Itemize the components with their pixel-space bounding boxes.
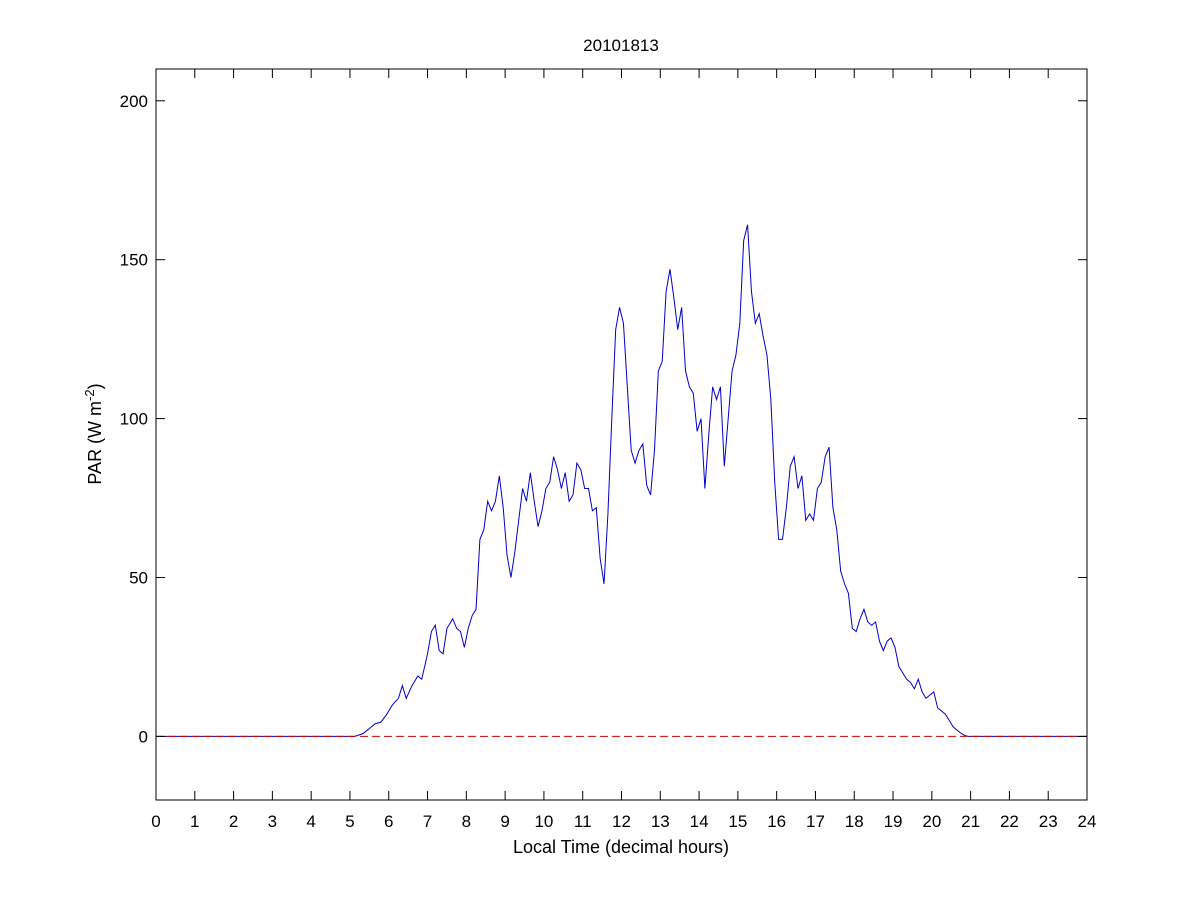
x-tick-label: 9 xyxy=(500,812,509,831)
y-tick-label: 100 xyxy=(120,410,148,429)
x-tick-label: 22 xyxy=(1000,812,1019,831)
x-tick-label: 21 xyxy=(961,812,980,831)
x-tick-label: 18 xyxy=(845,812,864,831)
x-tick-label: 20 xyxy=(922,812,941,831)
y-axis-label-prefix: PAR (W m xyxy=(85,401,105,485)
x-axis-label: Local Time (decimal hours) xyxy=(513,837,729,857)
plot-area: 0 1 2 3 4 5 6 7 8 9 10 11 12 13 14 15 16 17 18 19 20 21 22 23 24… xyxy=(120,68,1097,831)
x-tick-label: 4 xyxy=(306,812,315,831)
x-tick-label: 5 xyxy=(345,812,354,831)
par-series-line xyxy=(156,224,1087,737)
x-tick-label: 13 xyxy=(651,812,670,831)
x-tick-label: 19 xyxy=(884,812,903,831)
x-tick-label: 12 xyxy=(612,812,631,831)
x-tick-label: 24 xyxy=(1078,812,1097,831)
x-tick-label: 0 xyxy=(151,812,160,831)
y-axis-label: PAR (W m-2) xyxy=(82,383,105,484)
x-tick-label: 17 xyxy=(806,812,825,831)
x-tick-label: 10 xyxy=(534,812,553,831)
chart-title: 20101813 xyxy=(583,36,659,55)
y-tick-label: 150 xyxy=(120,251,148,270)
x-tick-label: 14 xyxy=(690,812,709,831)
y-axis-label-suffix: ) xyxy=(85,383,105,389)
y-tick-label: 200 xyxy=(120,92,148,111)
y-axis-label-superscript: -2 xyxy=(82,389,97,401)
x-tick-label: 16 xyxy=(767,812,786,831)
x-tick-label: 1 xyxy=(190,812,199,831)
x-tick-label: 11 xyxy=(574,812,592,831)
y-tick-label: 50 xyxy=(129,569,148,588)
y-tick-label: 0 xyxy=(139,727,148,746)
x-tick-label: 15 xyxy=(728,812,747,831)
x-tick-label: 3 xyxy=(268,812,277,831)
x-tick-label: 6 xyxy=(384,812,393,831)
x-tick-label: 8 xyxy=(462,812,471,831)
x-tick-label: 23 xyxy=(1039,812,1058,831)
x-tick-label: 7 xyxy=(423,812,432,831)
x-tick-label: 2 xyxy=(229,812,238,831)
